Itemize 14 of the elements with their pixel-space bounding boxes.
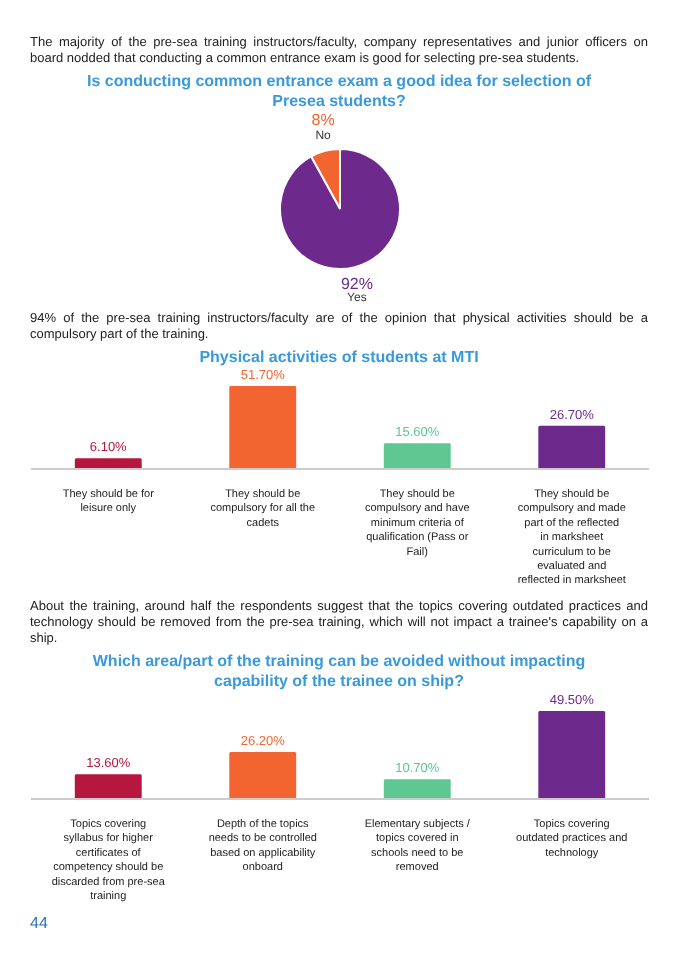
data-label: 92% bbox=[340, 274, 373, 293]
chart-title: Is conducting common entrance exam a good idea for selection of Presea students? bbox=[84, 72, 594, 112]
text: 44 bbox=[30, 912, 48, 935]
bar bbox=[74, 458, 142, 469]
bar bbox=[383, 779, 451, 799]
data-label: 8% bbox=[311, 111, 335, 130]
bar bbox=[538, 425, 606, 469]
chart-title: Physical activities of students at MTI bbox=[199, 348, 479, 368]
bar bbox=[74, 774, 142, 799]
chart-title: Which area/part of the training can be avoided without impacting capability of the trainee on ship? bbox=[90, 652, 588, 692]
bar bbox=[229, 386, 297, 469]
bar bbox=[383, 443, 451, 469]
bar bbox=[229, 752, 297, 799]
bar bbox=[538, 711, 606, 799]
